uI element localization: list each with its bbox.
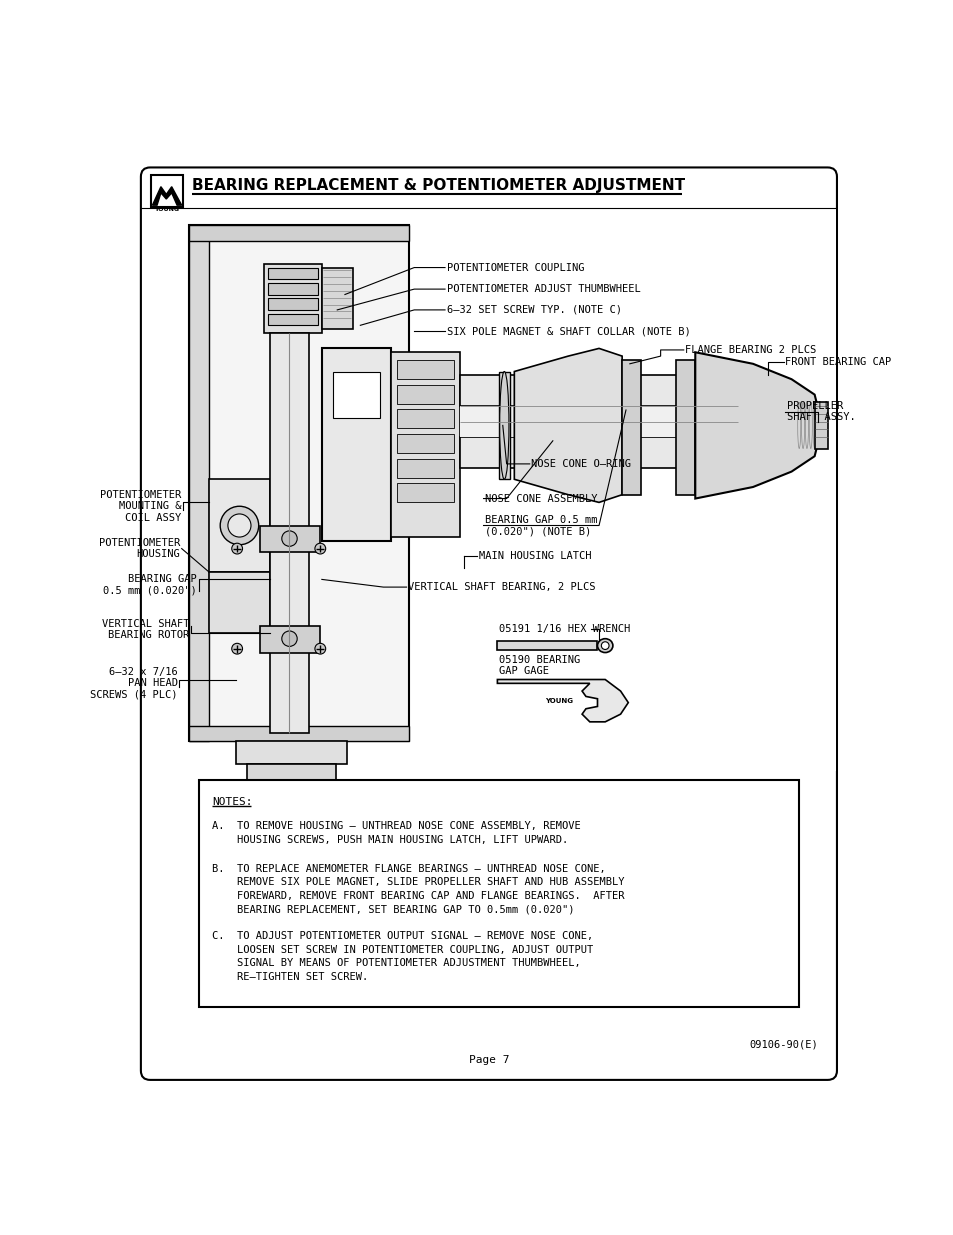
Bar xyxy=(498,372,510,479)
Bar xyxy=(260,526,320,552)
Text: NOSE CONE O–RING: NOSE CONE O–RING xyxy=(531,459,631,469)
Text: BEARING GAP 0.5 mm
(0.020") (NOTE B): BEARING GAP 0.5 mm (0.020") (NOTE B) xyxy=(484,515,597,536)
Ellipse shape xyxy=(597,638,612,652)
Ellipse shape xyxy=(314,643,325,655)
Text: 05191 1/16 HEX WRENCH: 05191 1/16 HEX WRENCH xyxy=(498,624,630,634)
Ellipse shape xyxy=(314,543,325,555)
Bar xyxy=(190,225,209,741)
Text: NOTES:: NOTES: xyxy=(213,797,253,806)
Bar xyxy=(260,626,320,652)
Bar xyxy=(321,268,353,330)
Bar xyxy=(151,175,183,207)
Polygon shape xyxy=(152,186,181,205)
Polygon shape xyxy=(695,352,821,499)
Text: POTENTIOMETER
HOUSING: POTENTIOMETER HOUSING xyxy=(99,537,180,559)
Ellipse shape xyxy=(281,531,297,546)
Text: BEARING GAP
0.5 mm (0.020"): BEARING GAP 0.5 mm (0.020") xyxy=(103,574,197,595)
Text: MAIN HOUSING LATCH: MAIN HOUSING LATCH xyxy=(478,551,591,561)
Text: NOSE CONE ASSEMBLY: NOSE CONE ASSEMBLY xyxy=(484,494,597,504)
Bar xyxy=(460,437,737,468)
Text: VERTICAL SHAFT
BEARING ROTOR: VERTICAL SHAFT BEARING ROTOR xyxy=(102,619,190,640)
Text: Page 7: Page 7 xyxy=(468,1055,509,1066)
Bar xyxy=(391,352,460,537)
Polygon shape xyxy=(497,679,628,721)
Text: 09106-90(E): 09106-90(E) xyxy=(749,1040,818,1050)
Bar xyxy=(268,299,317,310)
Text: YOUNG: YOUNG xyxy=(544,698,573,704)
Bar xyxy=(396,409,454,429)
Text: B.  TO REPLACE ANEMOMETER FLANGE BEARINGS – UNTHREAD NOSE CONE,
    REMOVE SIX P: B. TO REPLACE ANEMOMETER FLANGE BEARINGS… xyxy=(213,863,624,914)
Ellipse shape xyxy=(228,514,251,537)
Bar xyxy=(497,641,597,651)
Text: PROPELLER
SHAFT ASSY.: PROPELLER SHAFT ASSY. xyxy=(786,400,855,422)
Ellipse shape xyxy=(220,506,258,545)
Text: FRONT BEARING CAP: FRONT BEARING CAP xyxy=(784,357,891,367)
Text: 6–32 SET SCREW TYP. (NOTE C): 6–32 SET SCREW TYP. (NOTE C) xyxy=(446,305,621,315)
Ellipse shape xyxy=(499,372,508,479)
Text: FLANGE BEARING 2 PLCS: FLANGE BEARING 2 PLCS xyxy=(684,345,816,354)
Bar xyxy=(141,209,836,771)
Bar xyxy=(460,375,737,406)
Bar xyxy=(396,433,454,453)
Bar xyxy=(396,359,454,379)
Bar xyxy=(232,792,351,800)
Bar xyxy=(814,403,827,448)
Ellipse shape xyxy=(600,642,608,650)
Text: VERTICAL SHAFT BEARING, 2 PLCS: VERTICAL SHAFT BEARING, 2 PLCS xyxy=(408,582,595,592)
Bar xyxy=(209,572,270,634)
Bar xyxy=(676,359,695,495)
Bar xyxy=(209,479,270,572)
Text: 05190 BEARING
GAP GAGE: 05190 BEARING GAP GAGE xyxy=(498,655,579,677)
Text: 6–32 x 7/16
PAN HEAD
SCREWS (4 PLC): 6–32 x 7/16 PAN HEAD SCREWS (4 PLC) xyxy=(91,667,177,700)
Bar xyxy=(396,384,454,404)
Bar xyxy=(190,726,409,741)
Bar xyxy=(396,458,454,478)
Bar xyxy=(264,264,321,333)
Bar xyxy=(460,406,737,437)
Bar xyxy=(333,372,379,417)
Bar xyxy=(621,359,640,495)
Polygon shape xyxy=(514,348,621,503)
Text: SIX POLE MAGNET & SHAFT COLLAR (NOTE B): SIX POLE MAGNET & SHAFT COLLAR (NOTE B) xyxy=(446,326,690,336)
Bar xyxy=(268,268,317,279)
Bar xyxy=(321,348,391,541)
Text: A.  TO REMOVE HOUSING – UNTHREAD NOSE CONE ASSEMBLY, REMOVE
    HOUSING SCREWS, : A. TO REMOVE HOUSING – UNTHREAD NOSE CON… xyxy=(213,821,580,845)
Text: C.  TO ADJUST POTENTIOMETER OUTPUT SIGNAL – REMOVE NOSE CONE,
    LOOSEN SET SCR: C. TO ADJUST POTENTIOMETER OUTPUT SIGNAL… xyxy=(213,931,593,982)
Ellipse shape xyxy=(232,543,242,555)
Bar xyxy=(190,225,409,241)
Bar xyxy=(247,764,335,792)
Text: POTENTIOMETER COUPLING: POTENTIOMETER COUPLING xyxy=(446,263,583,273)
Text: YOUNG: YOUNG xyxy=(153,206,178,211)
Bar xyxy=(198,779,799,1007)
Bar xyxy=(268,283,317,294)
Bar xyxy=(268,314,317,325)
Ellipse shape xyxy=(232,643,242,655)
Text: POTENTIOMETER ADJUST THUMBWHEEL: POTENTIOMETER ADJUST THUMBWHEEL xyxy=(446,284,639,294)
FancyBboxPatch shape xyxy=(141,168,836,1079)
Text: BEARING REPLACEMENT & POTENTIOMETER ADJUSTMENT: BEARING REPLACEMENT & POTENTIOMETER ADJU… xyxy=(193,178,685,193)
Ellipse shape xyxy=(281,631,297,646)
Bar xyxy=(396,483,454,503)
Bar xyxy=(235,741,347,764)
Bar xyxy=(190,225,409,741)
Bar xyxy=(270,333,309,734)
Text: POTENTIOMETER
MOUNTING &
COIL ASSY: POTENTIOMETER MOUNTING & COIL ASSY xyxy=(100,489,181,522)
